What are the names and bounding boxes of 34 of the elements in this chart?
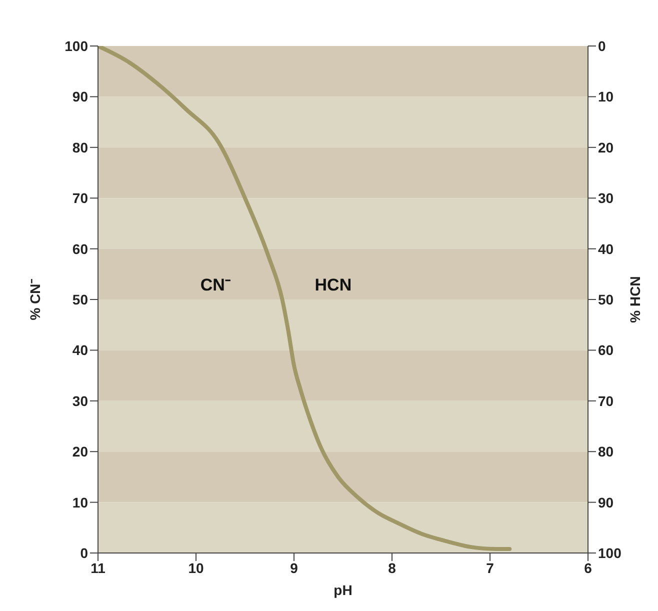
y-tick-label: 40 [72, 342, 88, 358]
y2-tick-label: 10 [598, 88, 614, 105]
y-tick-label: 50 [72, 291, 88, 308]
y-tick-label: 60 [72, 240, 88, 257]
x-tick-label: 7 [486, 560, 494, 576]
y2-tick-label: 40 [598, 240, 614, 257]
annotation: HCN [314, 275, 352, 294]
x-tick-label: 11 [90, 560, 106, 576]
y2-axis-title: % HCN [626, 276, 643, 323]
y-tick-label: 20 [72, 444, 88, 460]
y2-tick-label: 80 [598, 444, 614, 460]
annotation: CN⁻ [200, 275, 231, 294]
x-tick-label: 10 [188, 560, 204, 576]
x-axis-title: pH [334, 582, 352, 598]
y2-tick-label: 70 [598, 392, 614, 409]
y-tick-label: 70 [72, 190, 88, 206]
y-tick-label: 80 [72, 139, 88, 156]
y-axis-title: % CN⁻ [26, 278, 43, 320]
x-tick-label: 8 [388, 560, 396, 576]
y2-tick-label: 30 [598, 190, 614, 206]
y2-tick-label: 90 [598, 494, 614, 510]
y2-tick-label: 60 [598, 342, 614, 358]
y2-tick-label: 50 [598, 291, 614, 308]
y-tick-label: 0 [80, 544, 88, 561]
y-tick-label: 30 [72, 392, 88, 409]
y-tick-label: 90 [72, 88, 88, 105]
x-tick-label: 6 [584, 560, 592, 576]
x-tick-label: 9 [290, 560, 298, 576]
y2-tick-label: 0 [598, 38, 606, 54]
y2-tick-label: 20 [598, 139, 614, 156]
line-series [98, 46, 512, 551]
y-tick-label: 10 [72, 494, 88, 510]
y2-tick-label: 100 [598, 544, 622, 561]
y-tick-label: 100 [64, 38, 88, 54]
